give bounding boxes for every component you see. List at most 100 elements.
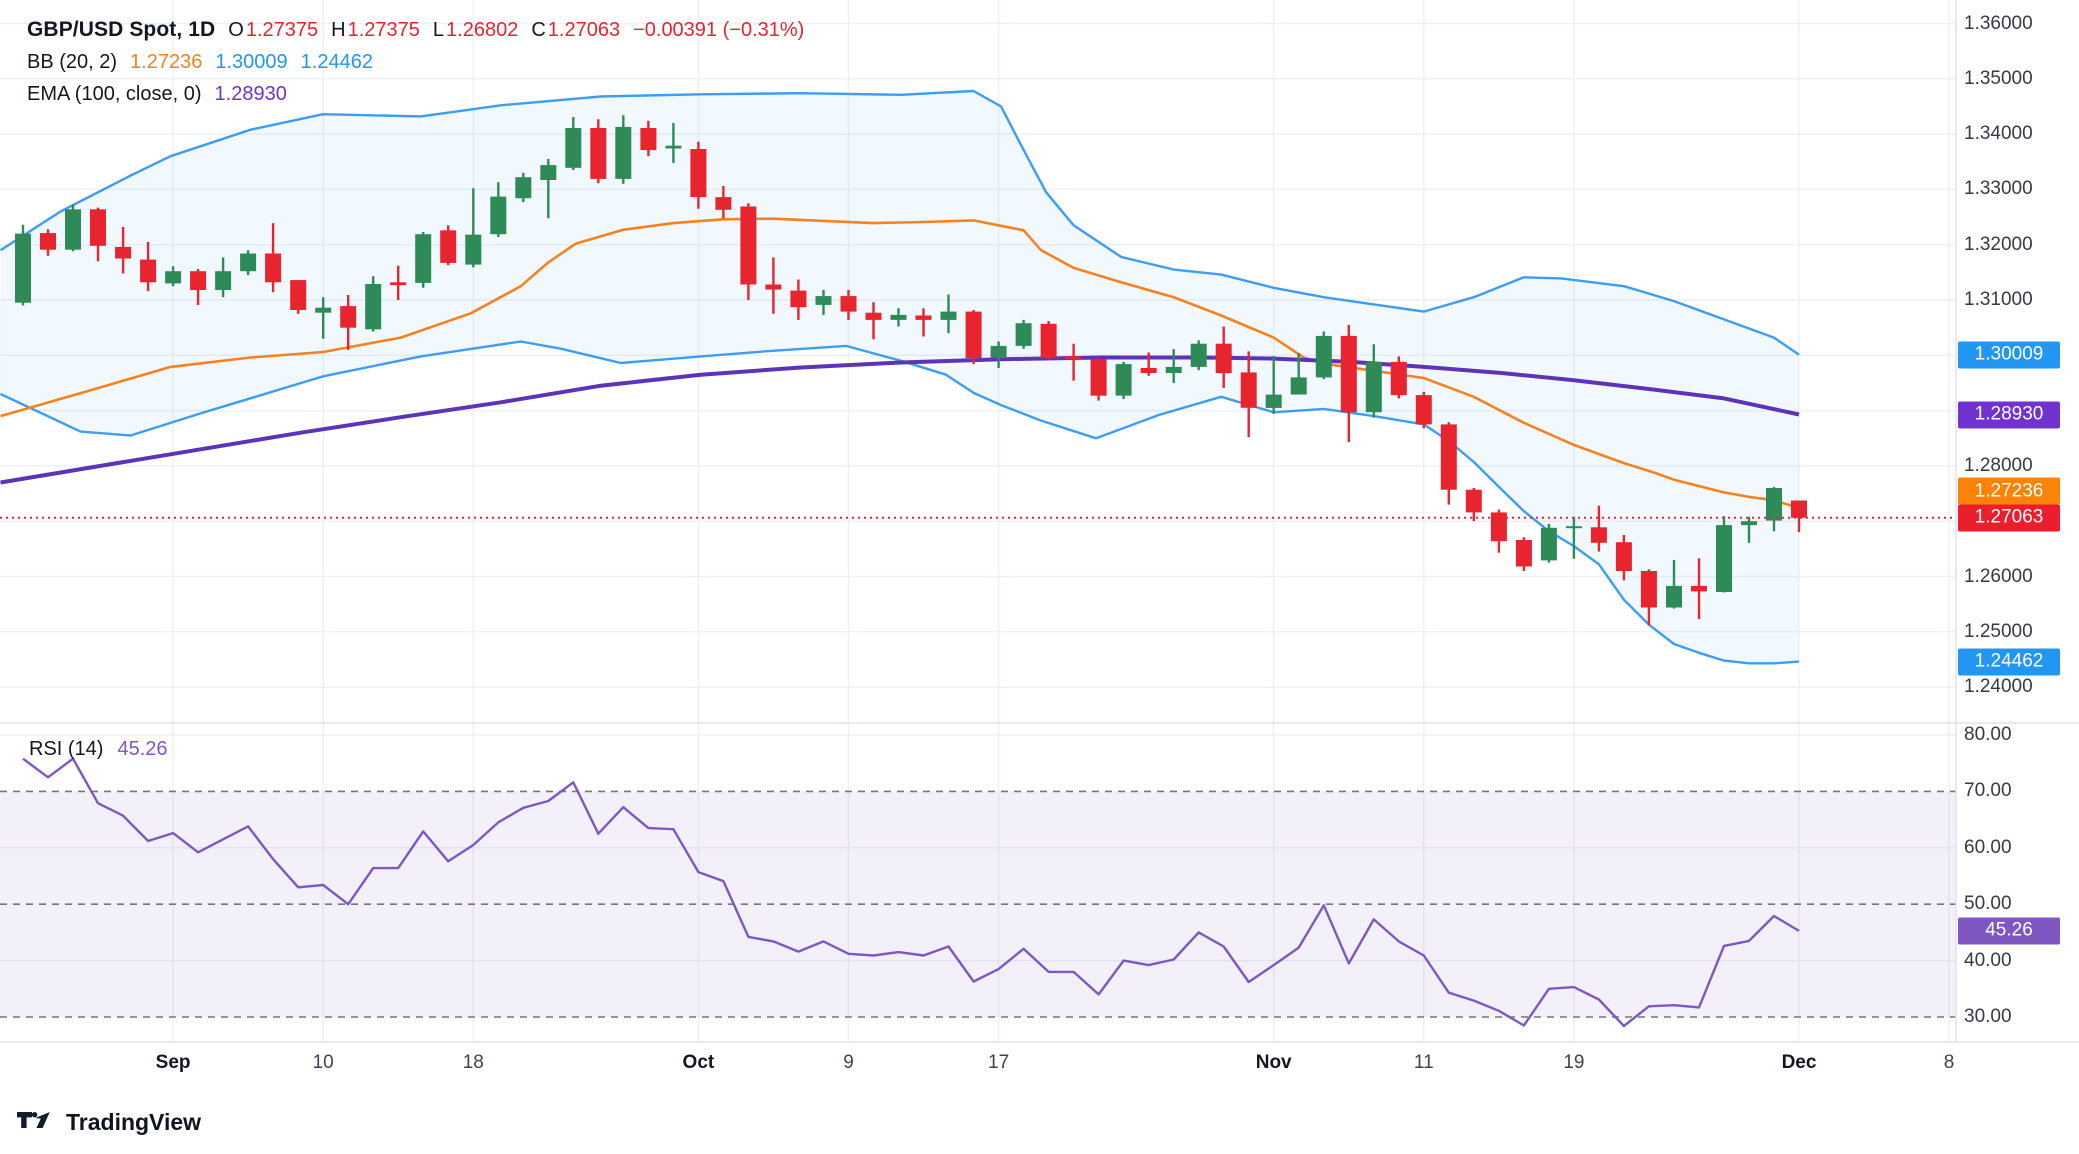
ema-badge: 1.28930 (1958, 401, 2060, 428)
candlestick[interactable] (1390, 356, 1407, 399)
candlestick[interactable] (165, 266, 182, 287)
candlestick[interactable] (640, 120, 657, 157)
candlestick[interactable] (315, 297, 332, 339)
candlestick[interactable] (115, 227, 132, 274)
candlestick[interactable] (1640, 569, 1657, 626)
candlestick[interactable] (1590, 505, 1607, 552)
candlestick[interactable] (1090, 358, 1107, 401)
candlestick[interactable] (1190, 340, 1207, 371)
candlestick[interactable] (965, 310, 982, 365)
candlestick[interactable] (815, 290, 832, 315)
candlestick[interactable] (65, 204, 81, 252)
price-axis-label: 1.24000 (1964, 676, 2033, 698)
candlestick[interactable] (890, 308, 907, 327)
candlestick[interactable] (1265, 355, 1282, 414)
candlestick[interactable] (340, 295, 357, 350)
candlestick[interactable] (1465, 488, 1482, 522)
candlestick[interactable] (215, 257, 232, 298)
candlestick[interactable] (865, 302, 882, 340)
candlestick[interactable] (1515, 537, 1532, 571)
tradingview-logo-icon[interactable] (17, 1112, 51, 1129)
ema-line (0, 355, 1800, 485)
price-axis-label: 1.25000 (1964, 620, 2033, 642)
candlestick[interactable] (1315, 331, 1332, 380)
candlestick[interactable] (1540, 524, 1557, 563)
candlestick[interactable] (665, 123, 682, 163)
candlestick[interactable] (490, 182, 507, 237)
candlestick[interactable] (790, 279, 807, 320)
candlestick[interactable] (1290, 353, 1307, 395)
rsi-value: 45.26 (117, 737, 168, 760)
candlestick[interactable] (365, 276, 382, 332)
last-price-badge: 1.27063 (1958, 504, 2060, 532)
legend-bb-row[interactable]: BB (20, 2) 1.27236 1.30009 1.24462 (27, 46, 804, 78)
legend-ema-row[interactable]: EMA (100, close, 0) 1.28930 (27, 78, 804, 110)
bb-upper-value: 1.30009 (215, 50, 288, 73)
candlestick[interactable] (1691, 558, 1707, 620)
price-axis-label: 1.35000 (1964, 67, 2033, 89)
time-axis-label: Sep (155, 1052, 191, 1073)
candlestick[interactable] (1140, 352, 1157, 376)
candlestick[interactable] (1040, 321, 1057, 360)
candlestick[interactable] (915, 308, 932, 337)
candlestick[interactable] (1065, 343, 1082, 381)
candlestick[interactable] (15, 224, 31, 306)
candlestick[interactable] (990, 341, 1007, 369)
candlestick[interactable] (1215, 326, 1232, 388)
time-axis-label: 8 (1943, 1052, 1955, 1073)
candlestick[interactable] (540, 159, 557, 219)
candlestick[interactable] (1115, 361, 1132, 399)
candlestick[interactable] (1791, 500, 1807, 533)
candlestick[interactable] (1415, 391, 1432, 429)
candlestick[interactable] (290, 280, 307, 314)
candlestick[interactable] (1340, 324, 1357, 443)
candlestick[interactable] (1015, 319, 1032, 349)
candlestick[interactable] (40, 229, 56, 256)
candlestick[interactable] (515, 172, 532, 203)
price-axis-label: 1.32000 (1964, 233, 2033, 255)
candlestick[interactable] (1440, 422, 1457, 505)
candlestick[interactable] (1716, 516, 1732, 593)
candlestick[interactable] (765, 257, 782, 314)
tradingview-brand-text[interactable]: TradingView (66, 1109, 202, 1135)
legend-symbol-row[interactable]: GBP/USD Spot, 1D O 1.27375 H 1.27375 L 1.26… (27, 14, 804, 46)
candlestick[interactable] (1615, 535, 1632, 581)
candlestick[interactable] (840, 290, 857, 320)
candlestick[interactable] (240, 250, 257, 276)
rsi-legend-row[interactable]: RSI (14) 45.26 (29, 735, 168, 763)
candlestick[interactable] (265, 223, 282, 293)
candlestick[interactable] (1240, 351, 1257, 438)
candlestick[interactable] (940, 294, 957, 334)
price-axis-label: 1.31000 (1964, 289, 2033, 310)
ohlc-close: C 1.27063 (531, 18, 621, 41)
candlestick[interactable] (390, 265, 407, 300)
bb-label: BB (20, 2) (27, 50, 118, 73)
candlestick[interactable] (690, 141, 707, 209)
price-axis-label: 1.26000 (1964, 565, 2033, 587)
price-axis-label: 1.33000 (1964, 178, 2033, 200)
candlestick[interactable] (465, 188, 482, 268)
candlestick[interactable] (1565, 516, 1582, 559)
candlestick[interactable] (1666, 559, 1682, 609)
candlestick[interactable] (715, 186, 732, 219)
candlestick[interactable] (615, 115, 632, 184)
candlestick[interactable] (90, 207, 106, 262)
candlestick[interactable] (740, 203, 757, 300)
candlestick[interactable] (565, 117, 582, 170)
candlestick[interactable] (590, 119, 607, 184)
candlestick[interactable] (1490, 509, 1507, 553)
candlestick[interactable] (190, 269, 207, 305)
time-axis-label: Nov (1255, 1052, 1292, 1073)
candlestick[interactable] (1365, 344, 1382, 418)
bb-basis-line (0, 217, 1800, 510)
candlestick[interactable] (1766, 486, 1782, 532)
candlestick[interactable] (440, 225, 457, 266)
candlestick[interactable] (1165, 349, 1182, 383)
candlestick[interactable] (1741, 516, 1757, 543)
time-axis-label: 9 (843, 1052, 854, 1073)
price-axis-label: 1.28000 (1964, 454, 2033, 476)
candlestick[interactable] (140, 241, 157, 292)
candlestick[interactable] (415, 232, 432, 288)
rsi-badge: 45.26 (1958, 917, 2060, 945)
